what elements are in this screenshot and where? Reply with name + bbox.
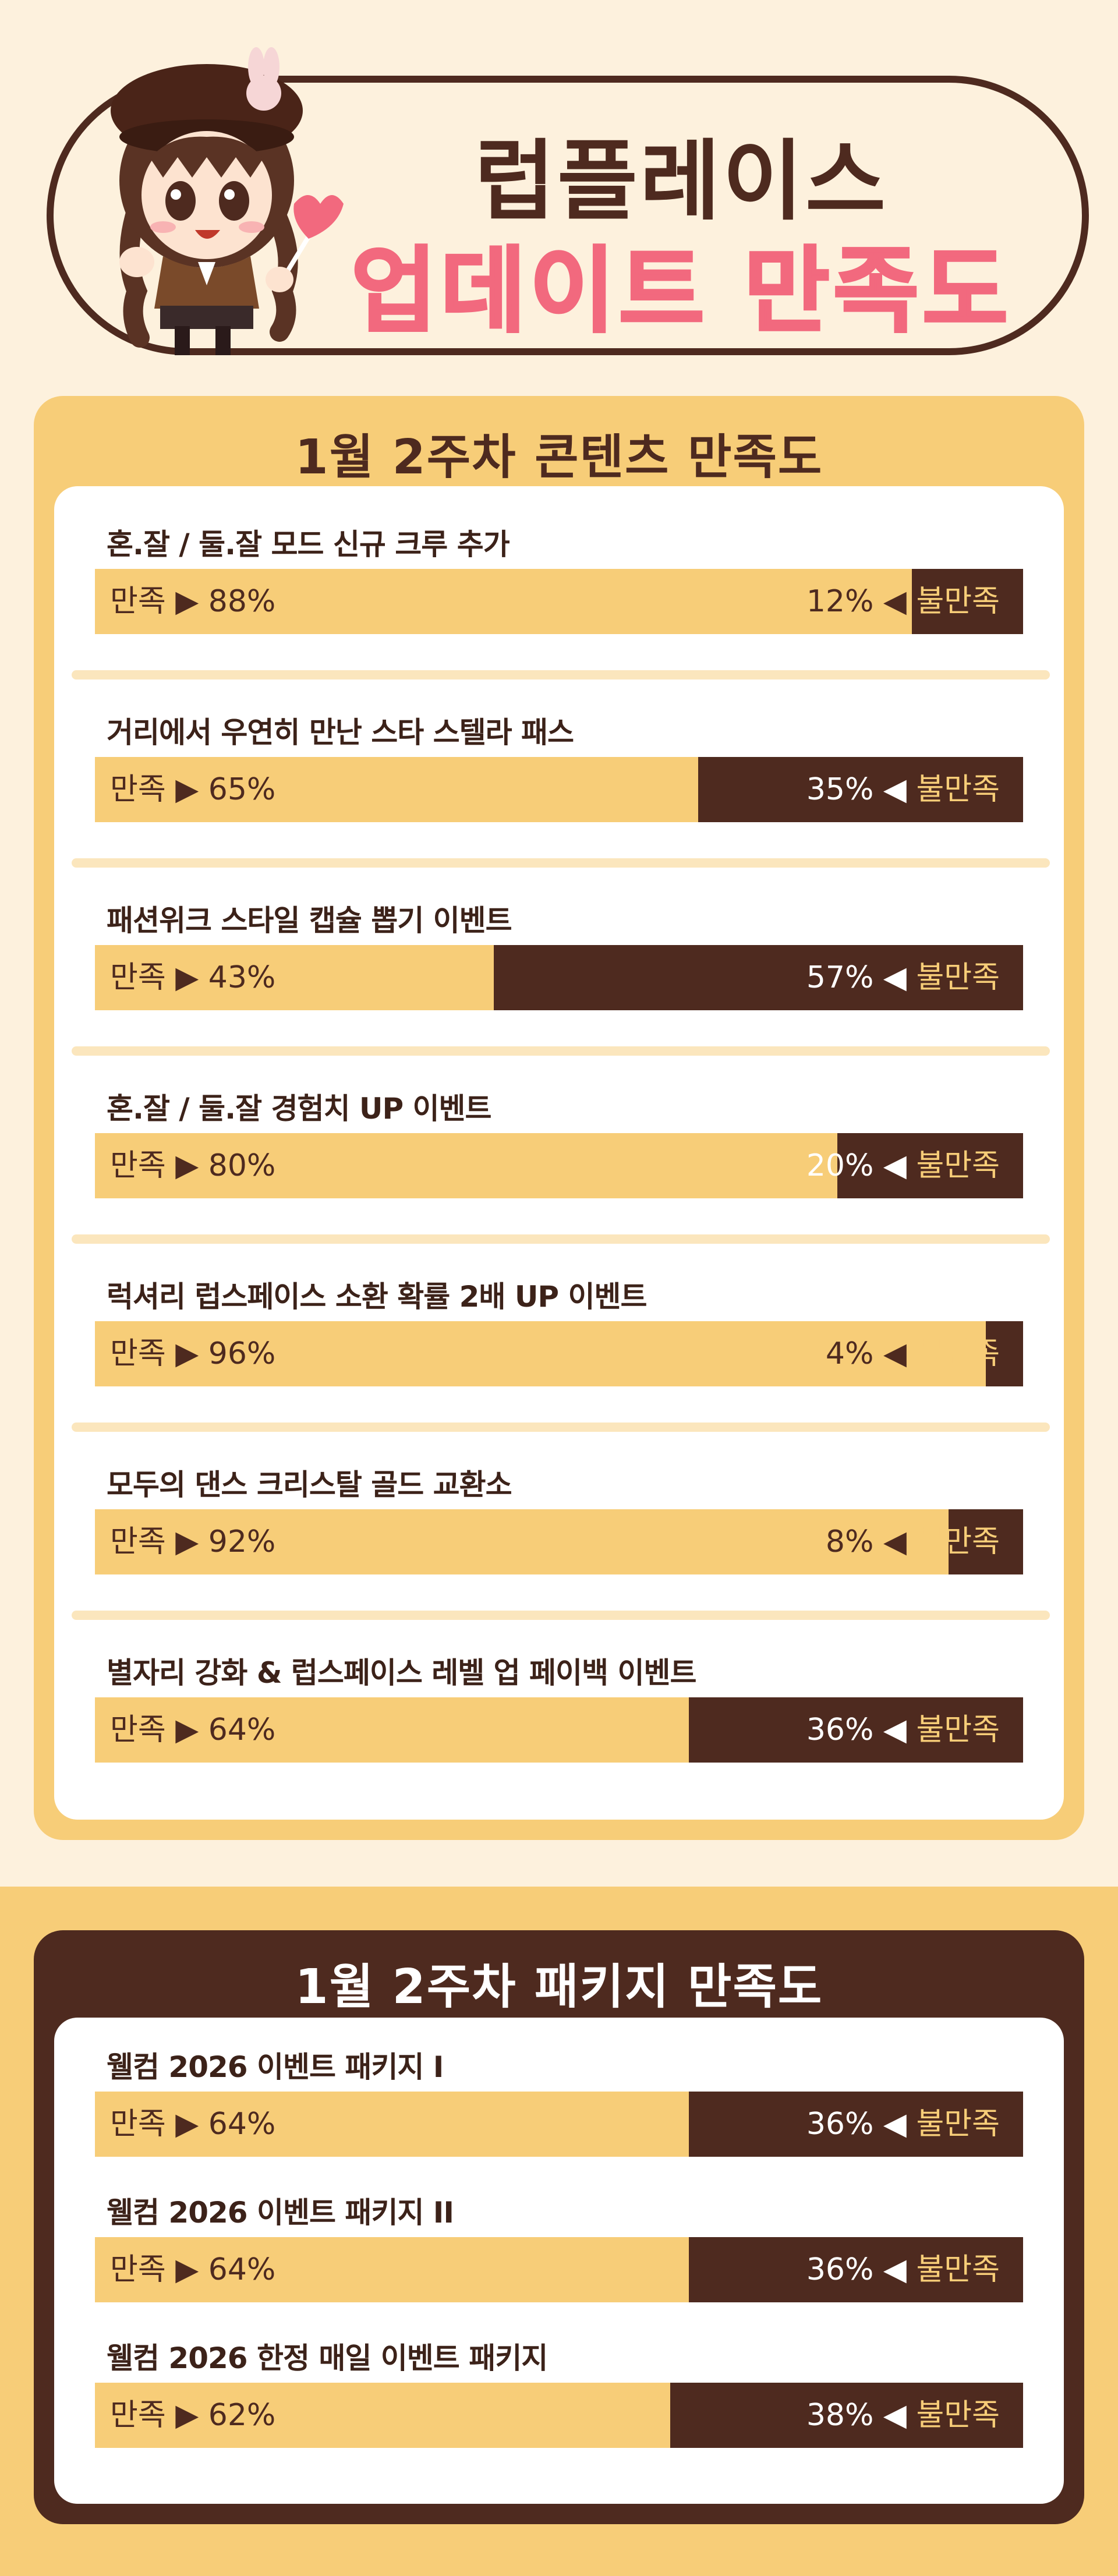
dissatisfied-value-label: 36% ◀ 불만족 [806,2237,1000,2302]
dissatisfied-percent: 36% ◀ [806,2252,917,2287]
satisfied-bar-segment [95,1133,838,1198]
satisfied-bar-segment [95,1697,689,1763]
satisfied-bar-segment [95,945,494,1010]
survey-item-label: 별자리 강화 & 럽스페이스 레벨 업 페이백 이벤트 [107,1656,696,1690]
dissatisfied-percent: 57% ◀ [806,960,917,995]
satisfied-bar-segment [95,2237,689,2302]
dissatisfied-text: 불만족 [916,2252,1000,2287]
survey-item-label: 럭셔리 럽스페이스 소환 확률 2배 UP 이벤트 [107,1280,647,1314]
satisfied-bar-segment [95,1321,986,1386]
package-list: 웰컴 2026 이벤트 패키지 I 만족 ▶ 64% 36% ◀ 불만족 웰컴 202… [54,2018,1064,2504]
dissatisfied-text: 불만족 [916,2107,1000,2142]
row-divider [72,1046,1050,1056]
survey-item-label: 거리에서 우연히 만난 스타 스텔라 패스 [107,716,574,749]
satisfaction-bar: 만족 ▶ 64% 36% ◀ 불만족 [95,2092,1023,2157]
dissatisfied-value-label: 35% ◀ 불만족 [806,757,1000,822]
row-divider [72,858,1050,868]
page-title: 럽플레이스 [474,131,888,232]
dissatisfied-value-label: 12% ◀ 불만족 [806,569,1000,634]
page-subtitle: 업데이트 만족도 [350,235,1012,346]
survey-item-label: 혼.잘 / 둘.잘 경험치 UP 이벤트 [107,1092,492,1126]
survey-item-label: 웰컴 2026 이벤트 패키지 II [107,2196,454,2230]
dissatisfied-text: 불만족 [916,1712,1000,1747]
dissatisfied-text: 불만족 [916,772,1000,807]
row-divider [72,1423,1050,1432]
satisfied-bar-segment [95,2383,671,2448]
survey-item-label: 패션위크 스타일 캡슐 뽑기 이벤트 [107,904,512,937]
dissatisfied-percent: 36% ◀ [806,1712,917,1747]
satisfied-value-label: 만족 ▶ 62% [110,2398,276,2433]
dissatisfied-percent: 36% ◀ [806,2107,917,2142]
row-divider [72,1234,1050,1244]
satisfaction-bar: 만족 ▶ 80% 20% ◀ 불만족 [95,1133,1023,1198]
dissatisfied-percent: 20% ◀ [806,1148,917,1183]
satisfaction-bar: 만족 ▶ 64% 36% ◀ 불만족 [95,1697,1023,1763]
satisfaction-bar: 만족 ▶ 64% 36% ◀ 불만족 [95,2237,1023,2302]
dissatisfied-value-label: 57% ◀ 불만족 [806,945,1000,1010]
dissatisfied-value-label: 20% ◀ 불만족 [806,1133,1000,1198]
dissatisfied-value-label: 8% ◀ 불만족 [826,1509,1000,1574]
satisfied-value-label: 만족 ▶ 92% [110,1524,276,1559]
dissatisfied-percent: 8% ◀ [825,1524,917,1559]
dissatisfied-percent: 4% ◀ [825,1336,917,1371]
survey-item-label: 혼.잘 / 둘.잘 모드 신규 크루 추가 [107,528,510,561]
dissatisfied-text: 불만족 [916,1336,1000,1371]
satisfaction-bar: 만족 ▶ 62% 38% ◀ 불만족 [95,2383,1023,2448]
dissatisfied-value-label: 38% ◀ 불만족 [806,2383,1000,2448]
satisfied-value-label: 만족 ▶ 43% [110,960,276,995]
survey-item-label: 모두의 댄스 크리스탈 골드 교환소 [107,1468,512,1502]
package-section-title: 1월 2주차 패키지 만족도 [295,1959,823,2015]
dissatisfied-text: 불만족 [916,2398,1000,2433]
dissatisfied-percent: 12% ◀ [806,584,917,619]
content-list: 혼.잘 / 둘.잘 모드 신규 크루 추가 만족 ▶ 88% 12% ◀ 불만족 거리… [54,486,1064,1820]
satisfied-bar-segment [95,569,912,634]
satisfied-value-label: 만족 ▶ 65% [110,772,276,807]
package-satisfaction-panel: 1월 2주차 패키지 만족도 웰컴 2026 이벤트 패키지 I 만족 ▶ 64%… [34,1930,1084,2524]
row-divider [72,1611,1050,1620]
dissatisfied-percent: 38% ◀ [806,2398,917,2433]
dissatisfied-value-label: 4% ◀ 불만족 [826,1321,1000,1386]
survey-item-label: 웰컴 2026 한정 매일 이벤트 패키지 [107,2341,548,2375]
dissatisfied-percent: 35% ◀ [806,772,917,807]
satisfied-bar-segment [95,1509,949,1574]
mascot-character-image [111,47,344,355]
row-divider [72,670,1050,680]
satisfaction-bar: 만족 ▶ 88% 12% ◀ 불만족 [95,569,1023,634]
satisfied-value-label: 만족 ▶ 80% [110,1148,276,1183]
survey-item: 웰컴 2026 이벤트 패키지 I 만족 ▶ 64% 36% ◀ 불만족 [95,2044,1023,2157]
satisfied-bar-segment [95,757,699,822]
survey-item: 웰컴 2026 이벤트 패키지 II 만족 ▶ 64% 36% ◀ 불만족 [95,2189,1023,2302]
dissatisfied-text: 불만족 [916,584,1000,619]
satisfaction-bar: 만족 ▶ 96% 4% ◀ 불만족 [95,1321,1023,1386]
satisfied-bar-segment [95,2092,689,2157]
dissatisfied-value-label: 36% ◀ 불만족 [806,1697,1000,1763]
satisfied-value-label: 만족 ▶ 96% [110,1336,276,1371]
satisfied-value-label: 만족 ▶ 64% [110,1712,276,1747]
satisfaction-bar: 만족 ▶ 65% 35% ◀ 불만족 [95,757,1023,822]
dissatisfied-value-label: 36% ◀ 불만족 [806,2092,1000,2157]
satisfied-value-label: 만족 ▶ 64% [110,2252,276,2287]
survey-item-label: 웰컴 2026 이벤트 패키지 I [107,2050,444,2084]
satisfied-value-label: 만족 ▶ 88% [110,584,276,619]
dissatisfied-text: 불만족 [916,1524,1000,1559]
dissatisfied-text: 불만족 [916,960,1000,995]
dissatisfied-text: 불만족 [916,1148,1000,1183]
satisfied-value-label: 만족 ▶ 64% [110,2107,276,2142]
satisfaction-bar: 만족 ▶ 92% 8% ◀ 불만족 [95,1509,1023,1574]
content-section-title: 1월 2주차 콘텐츠 만족도 [295,430,823,485]
satisfaction-bar: 만족 ▶ 43% 57% ◀ 불만족 [95,945,1023,1010]
